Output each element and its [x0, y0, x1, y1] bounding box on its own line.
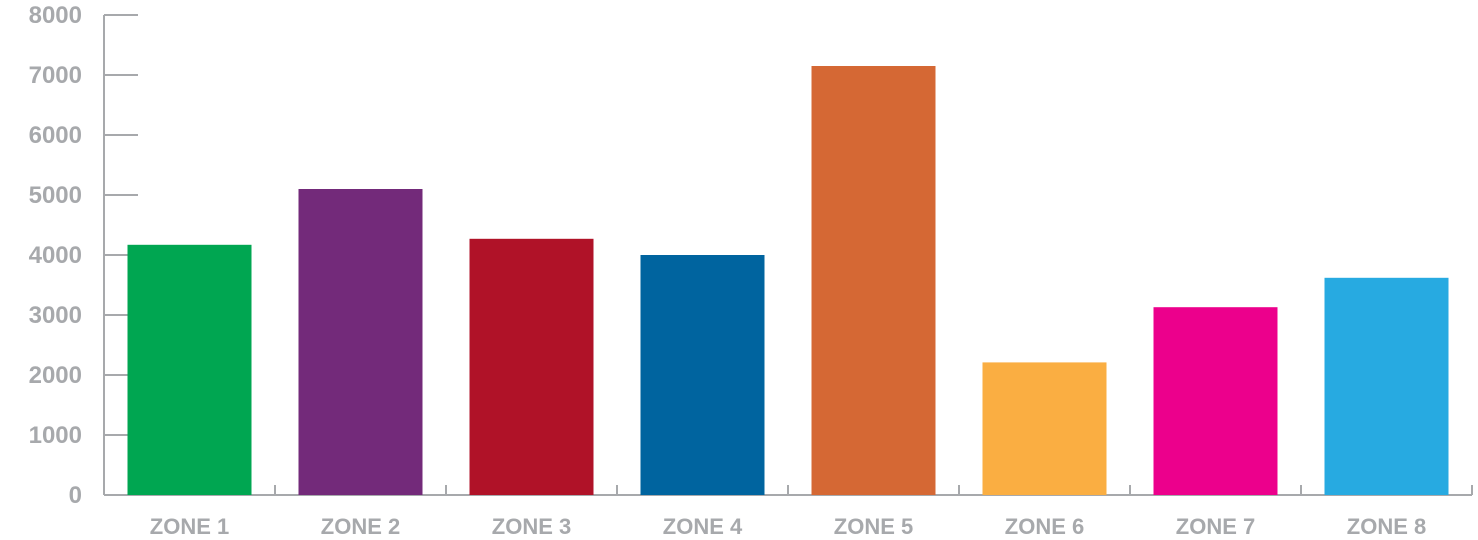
x-category-label: ZONE 2	[321, 514, 400, 539]
bar-zone-2	[298, 189, 423, 495]
bar-zone-3	[469, 238, 594, 496]
bar-zone-6	[982, 362, 1107, 495]
y-tick-label: 6000	[29, 122, 82, 149]
bar-zone-7	[1153, 307, 1278, 495]
x-category-label: ZONE 3	[492, 514, 571, 539]
y-axis: 0 1000 2000 3000 4000 5000 6000 7000 8000	[29, 2, 138, 509]
bar-zone-5	[811, 66, 936, 495]
bar-zone-1	[127, 244, 252, 495]
bar-zone-4	[640, 255, 765, 495]
y-tick-label: 4000	[29, 242, 82, 269]
y-tick-label: 3000	[29, 302, 82, 329]
x-category-label: ZONE 8	[1347, 514, 1426, 539]
bars	[127, 66, 1449, 496]
y-tick-label: 8000	[29, 2, 82, 29]
y-tick-label: 5000	[29, 182, 82, 209]
y-tick-label: 1000	[29, 422, 82, 449]
y-tick-label: 2000	[29, 362, 82, 389]
y-tick-label: 0	[69, 482, 82, 509]
y-tick-label: 7000	[29, 62, 82, 89]
x-category-label: ZONE 6	[1005, 514, 1084, 539]
category-labels: ZONE 1 ZONE 2 ZONE 3 ZONE 4 ZONE 5 ZONE 6 ZONE…	[150, 514, 1426, 539]
x-category-label: ZONE 1	[150, 514, 229, 539]
x-category-label: ZONE 7	[1176, 514, 1255, 539]
x-category-label: ZONE 4	[663, 514, 743, 539]
bar-zone-8	[1324, 277, 1449, 495]
x-category-label: ZONE 5	[834, 514, 913, 539]
